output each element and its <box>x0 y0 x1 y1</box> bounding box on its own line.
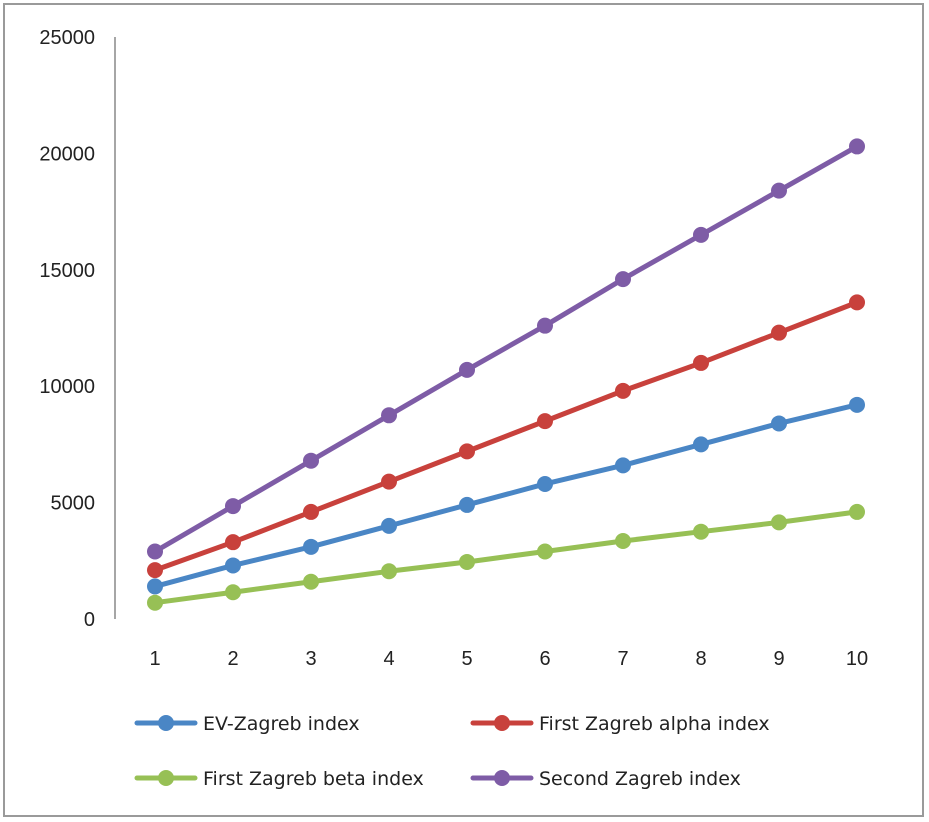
data-point <box>303 538 319 555</box>
data-point <box>303 573 319 590</box>
y-tick-label: 0 <box>84 609 95 631</box>
data-point <box>849 503 865 520</box>
legend-swatch-marker <box>494 770 510 786</box>
y-tick-labels: 0 5000 10000 15000 20000 25000 <box>39 27 95 631</box>
data-point <box>147 562 163 579</box>
series-line <box>152 509 860 606</box>
legend-swatch-marker <box>158 715 174 731</box>
y-tick-label: 20000 <box>39 143 95 165</box>
data-point <box>771 514 787 531</box>
data-point <box>147 543 163 560</box>
x-tick-label: 8 <box>695 648 706 670</box>
x-tick-label: 2 <box>227 648 238 670</box>
data-point <box>459 553 475 570</box>
x-tick-labels: 1 2 3 4 5 6 7 8 9 10 <box>149 648 868 670</box>
data-point <box>459 496 475 513</box>
data-point <box>537 475 553 492</box>
y-tick-label: 10000 <box>39 376 95 398</box>
data-point <box>147 578 163 595</box>
series-3 <box>147 503 865 611</box>
data-point <box>849 294 865 311</box>
series-line <box>152 299 860 573</box>
data-point <box>303 452 319 469</box>
legend-item: Second Zagreb index <box>470 768 741 790</box>
data-point <box>693 354 709 371</box>
legend-swatch-marker <box>494 715 510 731</box>
data-point <box>381 563 397 580</box>
data-point <box>771 182 787 199</box>
x-tick-label: 7 <box>617 648 628 670</box>
data-point <box>225 534 241 551</box>
legend-item: EV-Zagreb index <box>134 713 360 735</box>
series-lines <box>147 138 865 611</box>
series-line <box>152 143 860 554</box>
x-tick-label: 9 <box>773 648 784 670</box>
x-tick-label: 1 <box>149 648 160 670</box>
data-point <box>849 396 865 413</box>
legend: EV-Zagreb index First Zagreb alpha index F… <box>134 713 770 790</box>
x-tick-label: 6 <box>539 648 550 670</box>
data-point <box>693 226 709 243</box>
data-point <box>381 473 397 490</box>
data-point <box>615 457 631 474</box>
data-point <box>459 443 475 460</box>
line-chart: 0 5000 10000 15000 20000 25000 1 2 3 4 5 6 7 8 9 10 EV… <box>39 27 868 790</box>
data-point <box>615 382 631 399</box>
data-point <box>693 523 709 540</box>
legend-swatch-marker <box>158 770 174 786</box>
data-point <box>225 498 241 515</box>
y-tick-label: 5000 <box>51 493 96 515</box>
data-point <box>303 503 319 520</box>
data-point <box>615 533 631 550</box>
legend-item: First Zagreb alpha index <box>470 713 770 735</box>
x-tick-label: 3 <box>305 648 316 670</box>
legend-label: First Zagreb alpha index <box>539 713 770 735</box>
x-tick-label: 4 <box>383 648 394 670</box>
data-point <box>849 138 865 155</box>
data-point <box>771 415 787 432</box>
legend-label: EV-Zagreb index <box>203 713 360 735</box>
legend-label: First Zagreb beta index <box>203 768 424 790</box>
series-1 <box>147 396 865 595</box>
x-tick-label: 10 <box>846 648 868 670</box>
data-point <box>537 413 553 430</box>
y-tick-label: 25000 <box>39 27 95 49</box>
data-point <box>381 517 397 534</box>
data-point <box>225 584 241 601</box>
data-point <box>225 557 241 574</box>
legend-label: Second Zagreb index <box>539 768 741 790</box>
data-point <box>147 594 163 611</box>
series-2 <box>147 294 865 579</box>
data-point <box>771 324 787 341</box>
data-point <box>459 361 475 378</box>
series-line <box>152 402 860 589</box>
data-point <box>381 407 397 424</box>
data-point <box>615 271 631 288</box>
x-tick-label: 5 <box>461 648 472 670</box>
data-point <box>693 436 709 453</box>
chart-frame: 0 5000 10000 15000 20000 25000 1 2 3 4 5 6 7 8 9 10 EV… <box>3 3 924 817</box>
data-point <box>537 543 553 560</box>
y-tick-label: 15000 <box>39 260 95 282</box>
data-point <box>537 317 553 334</box>
legend-item: First Zagreb beta index <box>134 768 424 790</box>
series-4 <box>147 138 865 560</box>
